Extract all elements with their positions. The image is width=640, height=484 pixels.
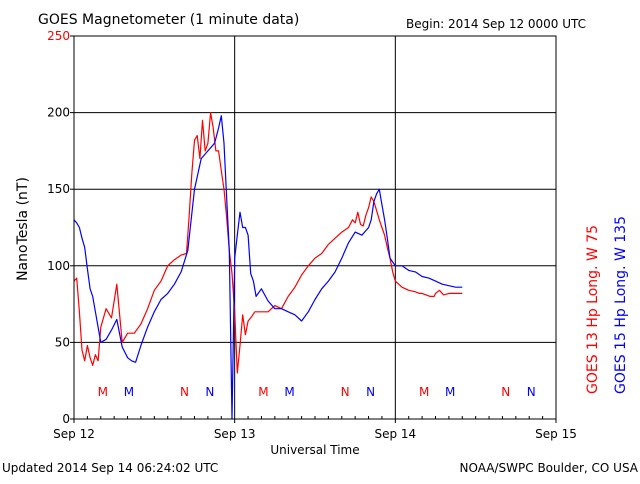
- begin-time: Begin: 2014 Sep 12 0000 UTC: [406, 17, 586, 31]
- y-tick-label: 0: [62, 412, 70, 426]
- midnight-marker: M: [284, 385, 294, 399]
- x-tick-label: Sep 13: [214, 427, 256, 441]
- midnight-marker: M: [419, 385, 429, 399]
- midnight-marker: M: [124, 385, 134, 399]
- y-tick-label: 100: [47, 259, 70, 273]
- series-goes15-line: [73, 115, 463, 420]
- midnight-marker: M: [445, 385, 455, 399]
- noon-marker: N: [180, 385, 189, 399]
- y-tick-label: 200: [47, 106, 70, 120]
- y-axis-label: NanoTesla (nT): [15, 177, 31, 281]
- legend-goes15: GOES 15 Hp Long. W 135: [613, 216, 629, 394]
- x-tick-label: Sep 12: [53, 427, 95, 441]
- y-tick-label: 150: [47, 182, 70, 196]
- credit-text: NOAA/SWPC Boulder, CO USA: [460, 461, 639, 475]
- y-tick-label: 250: [47, 29, 70, 43]
- x-tick-label: Sep 14: [374, 427, 416, 441]
- noon-marker: N: [341, 385, 350, 399]
- noon-marker: N: [501, 385, 510, 399]
- updated-timestamp: Updated 2014 Sep 14 06:24:02 UTC: [2, 461, 218, 475]
- noon-marker: N: [205, 385, 214, 399]
- y-tick-label: 50: [55, 335, 70, 349]
- x-axis-label: Universal Time: [270, 443, 359, 457]
- plot-frame: [73, 35, 557, 420]
- x-tick-label: Sep 15: [535, 427, 577, 441]
- midnight-marker: M: [258, 385, 268, 399]
- chart-title: GOES Magnetometer (1 minute data): [38, 12, 299, 28]
- legend-goes13: GOES 13 Hp Long. W 75: [585, 225, 601, 394]
- series-goes13-line: [73, 111, 463, 374]
- data-series: [73, 111, 463, 420]
- axis-tick-labels: 0 50 100 150 200 250 Sep 12 Sep 13 Sep 14 Sep 15: [47, 29, 577, 441]
- midnight-marker: M: [98, 385, 108, 399]
- noon-marker: N: [366, 385, 375, 399]
- noon-marker: N: [527, 385, 536, 399]
- grid: [74, 36, 556, 419]
